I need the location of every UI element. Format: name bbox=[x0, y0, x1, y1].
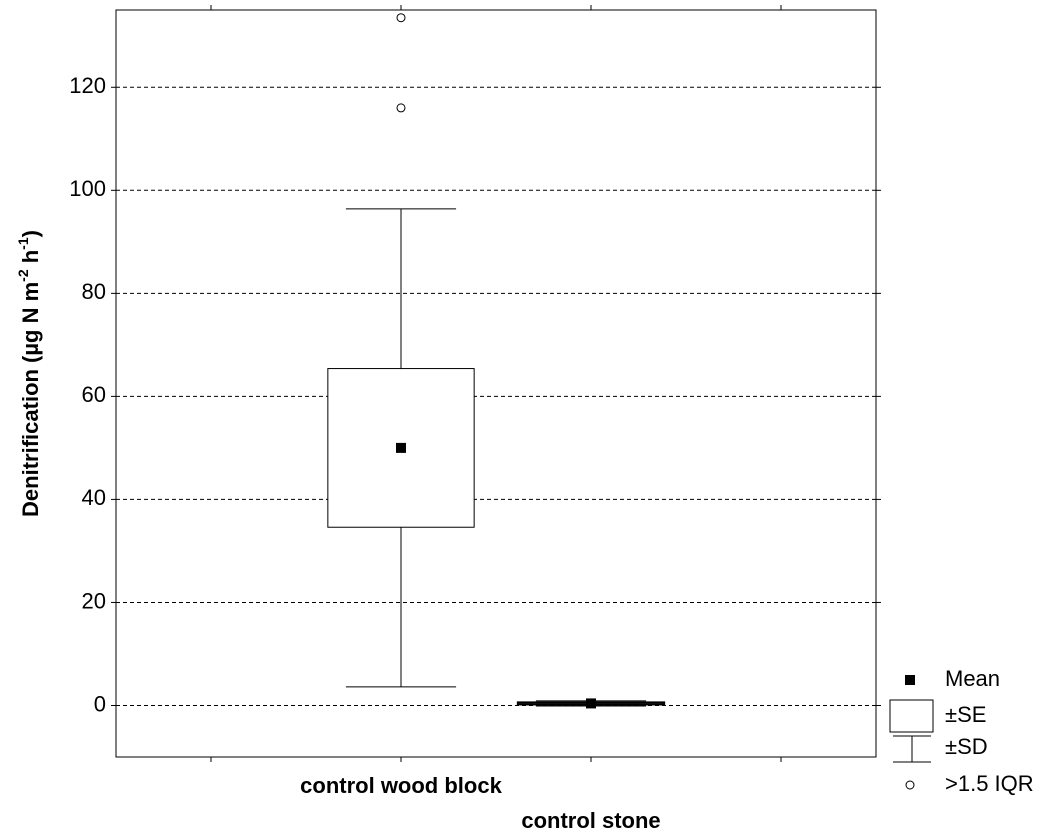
legend-outlier-icon bbox=[905, 780, 915, 790]
legend-label: Mean bbox=[945, 666, 1000, 691]
legend-se-icon bbox=[889, 699, 934, 733]
y-tick-label: 120 bbox=[69, 73, 106, 98]
outlier bbox=[396, 103, 406, 113]
legend-label: ±SE bbox=[945, 702, 986, 727]
y-tick-label: 40 bbox=[82, 485, 106, 510]
mean-marker bbox=[396, 442, 406, 453]
plot-frame bbox=[115, 9, 877, 758]
mean-marker bbox=[586, 698, 596, 709]
y-axis-label: Denitrification (µg N m-2 h-1) bbox=[15, 230, 43, 517]
y-tick-label: 80 bbox=[82, 279, 106, 304]
legend-label: >1.5 IQR bbox=[945, 771, 1034, 796]
y-axis-label-part: -2 bbox=[15, 269, 31, 282]
legend-label: ±SD bbox=[945, 734, 988, 759]
y-axis-label-part: Denitrification (µg N m bbox=[18, 282, 43, 517]
x-tick-label: control stone bbox=[521, 808, 660, 833]
y-axis-label-part: -1 bbox=[15, 237, 31, 250]
y-tick-label: 0 bbox=[94, 691, 106, 716]
y-tick-label: 100 bbox=[69, 176, 106, 201]
outlier bbox=[396, 13, 406, 23]
legend-mean-icon bbox=[905, 675, 915, 685]
y-tick-label: 60 bbox=[82, 382, 106, 407]
x-tick-label: control wood block bbox=[300, 773, 502, 798]
y-tick-label: 20 bbox=[82, 588, 106, 613]
y-axis-label-part: ) bbox=[18, 230, 43, 237]
y-axis-label-part: h bbox=[18, 250, 43, 270]
